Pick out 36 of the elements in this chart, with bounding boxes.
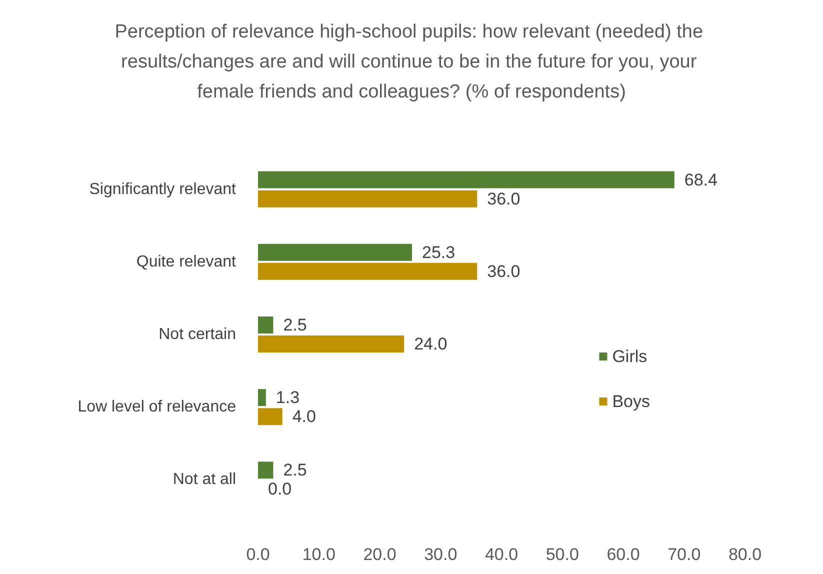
data-label: 25.3 bbox=[422, 242, 456, 262]
x-tick-label: 10.0 bbox=[302, 545, 336, 564]
data-label: 36.0 bbox=[487, 189, 520, 208]
data-label: 68.4 bbox=[684, 170, 718, 190]
x-tick-label: 70.0 bbox=[668, 545, 701, 564]
x-tick-label: 50.0 bbox=[546, 545, 579, 564]
chart-title: Perception of relevance high-school pupils: how relevant (needed) the results/changes are and will continue to be in the future for you, your female friends and colleagues? (% of respondents) bbox=[114, 22, 708, 102]
y-tick-label: Not at all bbox=[172, 471, 236, 488]
data-label: 4.0 bbox=[292, 407, 316, 426]
data-label: 1.3 bbox=[276, 388, 300, 408]
data-label: 36.0 bbox=[487, 262, 520, 281]
y-tick-label: Significantly relevant bbox=[89, 180, 237, 198]
bar bbox=[258, 262, 478, 280]
bar bbox=[258, 190, 478, 208]
bar bbox=[258, 316, 274, 334]
data-label: 2.5 bbox=[283, 315, 307, 334]
x-tick-label: 0.0 bbox=[246, 545, 270, 564]
y-tick-label: Quite relevant bbox=[136, 253, 237, 270]
data-label: 0.0 bbox=[268, 480, 292, 499]
x-tick-label: 40.0 bbox=[484, 545, 518, 564]
x-tick-label: 60.0 bbox=[606, 545, 640, 564]
legend-label: Boys bbox=[612, 392, 650, 411]
bar bbox=[258, 244, 412, 261]
bar bbox=[258, 171, 674, 188]
y-tick-label: Low level of relevance bbox=[78, 398, 236, 416]
data-label: 24.0 bbox=[414, 334, 448, 354]
x-tick-label: 20.0 bbox=[363, 545, 396, 564]
bar bbox=[258, 462, 274, 479]
legend-label: Girls bbox=[612, 347, 648, 366]
x-tick-label: 80.0 bbox=[728, 545, 762, 564]
bar bbox=[258, 336, 404, 353]
data-label: 2.5 bbox=[283, 460, 307, 480]
y-tick-label: Not certain bbox=[158, 326, 236, 343]
x-tick-label: 30.0 bbox=[424, 545, 458, 564]
bar bbox=[258, 389, 266, 406]
bar bbox=[258, 408, 282, 426]
